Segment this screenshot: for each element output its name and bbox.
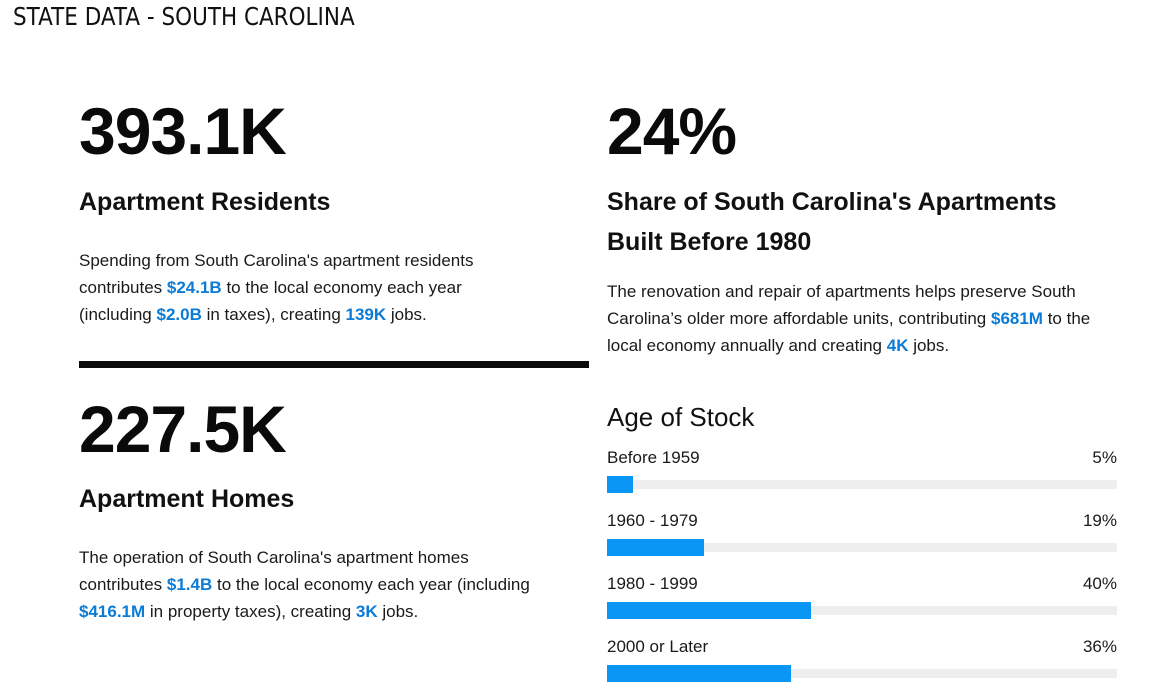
share-description: The renovation and repair of apartments … [607,278,1117,359]
page-title: STATE DATA - SOUTH CAROLINA [13,2,355,31]
homes-text-3: in property taxes), creating [145,602,356,621]
homes-value: 227.5K [79,392,287,466]
age-bar-track [607,606,1117,615]
homes-text-4: jobs. [377,602,419,621]
share-text-2: to the local economy annually and creati… [607,309,1091,355]
homes-heading: Apartment Homes [79,485,295,513]
age-bar-track [607,480,1117,489]
share-jobs: 4K [886,336,909,355]
age-bar-fill [607,476,633,493]
residents-text-4: jobs. [386,305,427,324]
residents-description: Spending from South Carolina's apartment… [79,247,519,328]
section-divider [79,361,589,368]
residents-taxes-amount: $2.0B [156,305,202,324]
age-bar-percent: 40% [1082,574,1117,593]
age-bar-label: 1960 - 1979 [607,511,698,530]
age-of-stock-title: Age of Stock [607,402,755,432]
age-bar-track [607,669,1117,678]
age-bar-percent: 5% [1092,448,1117,467]
age-bar-row: Before 1959 5% [607,448,1117,498]
share-amount: $681M [990,309,1043,328]
homes-taxes-amount: $416.1M [79,602,146,621]
residents-text-1: Spending from South Carolina's apartment… [79,251,474,297]
share-heading: Share of South Carolina's Apartments Bui… [607,188,1057,256]
age-bar-fill [607,602,811,619]
residents-jobs: 139K [345,305,387,324]
residents-text-3: in taxes), creating [201,305,346,324]
share-text-1: The renovation and repair of apartments … [607,282,1076,328]
homes-text-2: to the local economy each year (includin… [212,575,530,594]
homes-economy-amount: $1.4B [166,575,213,594]
residents-value: 393.1K [79,94,287,168]
share-value: 24% [607,94,737,168]
share-text-3: jobs. [908,336,950,355]
residents-heading: Apartment Residents [79,188,331,216]
age-bar-label: Before 1959 [607,448,700,467]
homes-description: The operation of South Carolina's apartm… [79,544,539,625]
age-bar-label: 1980 - 1999 [607,574,698,593]
age-bar-track [607,543,1117,552]
homes-text-1: The operation of South Carolina's apartm… [79,548,469,594]
age-bar-row: 1980 - 1999 40% [607,574,1117,624]
age-bar-row: 1960 - 1979 19% [607,511,1117,561]
age-bar-fill [607,539,704,556]
age-bar-label: 2000 or Later [607,637,709,656]
age-bar-fill [607,665,791,682]
age-bar-percent: 19% [1082,511,1117,530]
age-bar-row: 2000 or Later 36% [607,637,1117,687]
residents-economy-amount: $24.1B [166,278,222,297]
residents-text-2: to the local economy each year (includin… [79,278,462,324]
homes-jobs: 3K [355,602,378,621]
age-bar-percent: 36% [1082,637,1117,656]
